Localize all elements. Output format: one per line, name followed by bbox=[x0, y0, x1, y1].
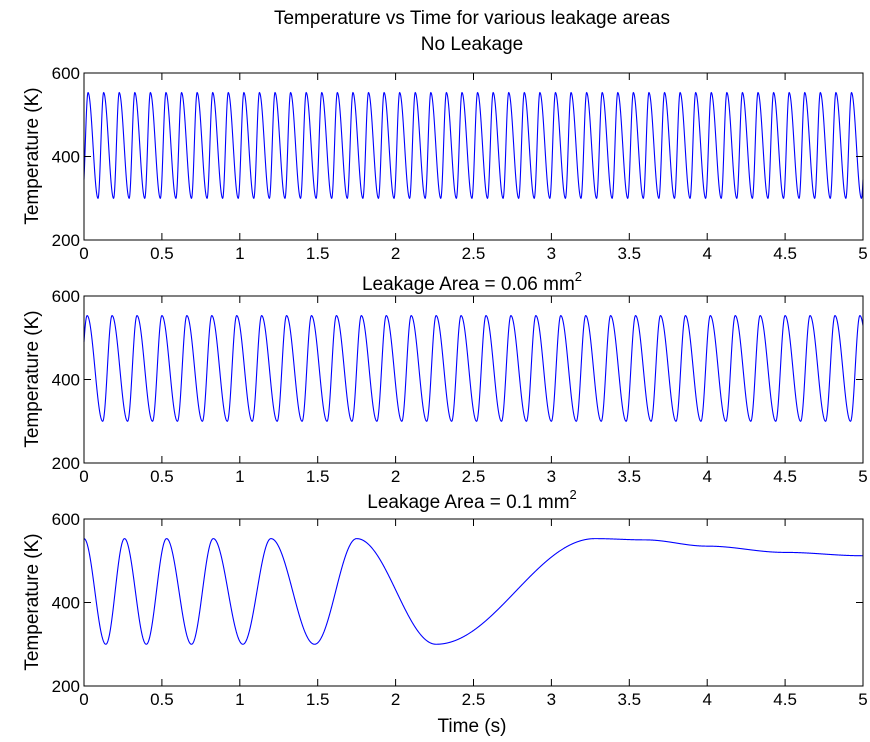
x-tick-label: 5 bbox=[858, 467, 867, 486]
x-tick-label: 4.5 bbox=[773, 244, 797, 263]
x-tick-label: 2.5 bbox=[462, 244, 486, 263]
panel-title: No Leakage bbox=[421, 34, 523, 55]
x-tick-label: 0 bbox=[79, 244, 88, 263]
x-tick-label: 3 bbox=[547, 467, 556, 486]
y-tick-label: 200 bbox=[52, 677, 80, 696]
y-tick-label: 200 bbox=[52, 454, 80, 473]
y-tick-label: 600 bbox=[52, 287, 80, 306]
y-axis-label: Temperature (K) bbox=[22, 87, 43, 224]
x-tick-label: 4 bbox=[702, 690, 711, 709]
y-tick-label: 200 bbox=[52, 231, 80, 250]
y-tick-label: 600 bbox=[52, 64, 80, 83]
y-axis-label: Temperature (K) bbox=[22, 533, 43, 670]
x-tick-label: 4 bbox=[702, 244, 711, 263]
x-tick-label: 2 bbox=[391, 690, 400, 709]
panel-leakage-0-06: Leakage Area = 0.06 mm2 0 0.5 1 1.5 2 2.5 3 3.5… bbox=[22, 269, 868, 486]
x-tick-label: 4.5 bbox=[773, 467, 797, 486]
panel-title: Leakage Area = 0.1 mm2 bbox=[367, 487, 577, 513]
x-tick-label: 2 bbox=[391, 467, 400, 486]
x-tick-label: 1.5 bbox=[306, 244, 330, 263]
panel-title: Leakage Area = 0.06 mm2 bbox=[362, 269, 582, 295]
x-tick-label: 0.5 bbox=[150, 244, 174, 263]
title-superscript: 2 bbox=[575, 269, 582, 284]
figure-title: Temperature vs Time for various leakage … bbox=[274, 8, 670, 29]
x-tick-label: 3 bbox=[547, 690, 556, 709]
x-tick-label: 5 bbox=[858, 690, 867, 709]
x-tick-label: 5 bbox=[858, 244, 867, 263]
x-tick-label: 2.5 bbox=[462, 690, 486, 709]
y-tick-label: 400 bbox=[52, 594, 80, 613]
plot-area bbox=[84, 73, 863, 240]
x-tick-label: 3.5 bbox=[617, 467, 641, 486]
title-superscript: 2 bbox=[570, 487, 577, 502]
x-tick-label: 1.5 bbox=[306, 467, 330, 486]
y-tick-label: 400 bbox=[52, 148, 80, 167]
x-tick-label: 2.5 bbox=[462, 467, 486, 486]
x-tick-label: 0 bbox=[79, 690, 88, 709]
x-tick-label: 4.5 bbox=[773, 690, 797, 709]
y-tick-label: 400 bbox=[52, 371, 80, 390]
panel-no-leakage: No Leakage 0 0.5 1 1.5 2 2.5 3 3.5 4 4.5 5 200 400 6… bbox=[22, 34, 868, 263]
plot-area bbox=[84, 296, 863, 463]
x-tick-label: 1.5 bbox=[306, 690, 330, 709]
y-tick-label: 600 bbox=[52, 510, 80, 529]
x-tick-label: 0 bbox=[79, 467, 88, 486]
x-tick-label: 3.5 bbox=[617, 690, 641, 709]
x-axis-label: Time (s) bbox=[438, 716, 507, 737]
x-tick-label: 4 bbox=[702, 467, 711, 486]
x-tick-label: 1 bbox=[235, 467, 244, 486]
x-tick-label: 2 bbox=[391, 244, 400, 263]
panel-leakage-0-1: Leakage Area = 0.1 mm2 0 0.5 1 1.5 2 2.5 3 3.5 4… bbox=[22, 487, 868, 737]
y-axis-label: Temperature (K) bbox=[22, 310, 43, 447]
x-tick-label: 3 bbox=[547, 244, 556, 263]
x-tick-label: 3.5 bbox=[617, 244, 641, 263]
x-tick-label: 0.5 bbox=[150, 690, 174, 709]
x-tick-label: 1 bbox=[235, 690, 244, 709]
x-tick-label: 1 bbox=[235, 244, 244, 263]
x-tick-label: 0.5 bbox=[150, 467, 174, 486]
